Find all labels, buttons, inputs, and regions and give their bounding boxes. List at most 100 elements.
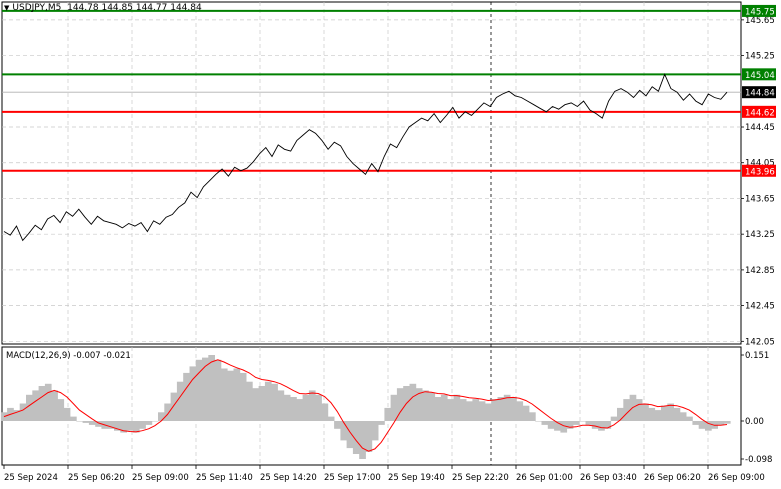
level-tag-box [742,4,776,17]
price-tick-label: 142.85 [745,266,775,276]
macd-bar [145,421,153,425]
time-tick-label: 26 Sep 06:20 [644,473,701,483]
macd-bar [547,421,555,429]
macd-bar [472,399,480,421]
macd-bar [151,421,159,422]
macd-bar [617,407,624,421]
macd-bar [723,421,731,424]
time-tick-label: 25 Sep 09:00 [132,473,189,483]
macd-bar [654,410,662,421]
macd-tick-label: 0.151 [745,351,769,361]
macd-bar [239,372,247,421]
macd-bar [384,407,392,421]
price-tick-label: 144.05 [745,159,775,169]
time-tick-label: 26 Sep 01:00 [516,473,573,483]
macd-bar [359,421,366,459]
time-tick-label: 25 Sep 11:40 [196,473,253,483]
macd-bar [365,421,373,452]
macd-bar [126,421,134,431]
time-tick-label: 25 Sep 14:20 [260,473,317,483]
macd-bar [692,421,700,425]
macd-bar [541,421,549,425]
low-value: 144.77 [135,3,168,13]
level-tag-box [742,105,776,118]
macd-bar [346,421,354,449]
macd-bar [440,394,448,421]
macd-bar [623,399,630,421]
macd-bar [604,421,612,429]
macd-bar [648,407,656,421]
macd-bar [258,386,266,421]
macd-bar [202,357,209,421]
macd-bar [491,399,498,421]
macd-tick-label: -0.098 [745,455,772,465]
macd-bar [573,421,580,425]
macd-bar [485,403,492,421]
macd-bar [428,392,436,421]
macd-bar [296,399,303,421]
macd-bar [698,421,706,429]
open-value: 144.78 [67,3,99,13]
macd-bar [195,359,203,421]
chart-menu-icon[interactable]: ▼ [4,4,10,12]
macd-bar [686,416,693,421]
macd-bar [57,399,65,421]
macd-bar [63,407,71,421]
macd-bar [189,366,197,421]
macd-bar [453,394,461,421]
macd-bar [32,390,39,421]
macd-bar [227,370,234,421]
macd-bar [82,421,90,423]
close-value: 144.84 [170,3,202,13]
price-pane[interactable] [1,1,742,345]
price-tick-label: 143.65 [745,194,775,204]
level-price-tags: 145.75 145.04 144.62 143.96 144.84 [742,4,776,177]
macd-bar [705,421,712,431]
macd-bar [529,412,536,421]
levels-layer [2,9,741,172]
time-tick-label: 25 Sep 17:00 [324,473,381,483]
macd-bar [114,421,121,431]
macd-bar [371,421,379,441]
macd-header: MACD(12,26,9) -0.007 -0.021 [6,351,131,361]
macd-bar [51,390,58,421]
macd-bar [264,381,272,421]
macd-bar [107,421,115,429]
macd-bar [422,390,429,421]
macd-bar [19,403,27,421]
price-line [3,73,728,242]
macd-bar [642,403,649,421]
macd-bar [252,388,259,421]
current-price-label: 144.84 [745,89,775,99]
macd-bar [667,403,674,421]
level-tag-label: 143.96 [745,167,775,177]
macd-bar [321,403,329,421]
macd-axis: 0.151 0.00 -0.098 [741,351,772,465]
macd-bar [352,421,360,454]
chart-header: ▼ USDJPY,M5 144.78 144.85 144.77 144.84 [4,3,202,13]
macd-bar [396,388,404,421]
macd-bar [510,397,517,421]
macd-bar [246,381,253,421]
macd-bar [283,394,291,421]
price-tick-label: 142.05 [745,337,775,347]
macd-bar [717,421,725,425]
macd-bar [76,421,83,422]
macd-bar [183,372,190,421]
macd-main-value: -0.007 [73,351,101,361]
macd-bar [95,421,102,427]
macd-bar [340,421,348,441]
macd-bar [673,407,681,421]
macd-bar [70,416,77,421]
macd-bar [334,421,341,429]
macd-bar [390,394,398,421]
macd-bar [327,416,335,421]
price-tick-label: 142.45 [745,302,775,312]
macd-bar [415,388,423,421]
macd-bar [233,368,241,421]
time-axis: 25 Sep 2024 25 Sep 06:20 25 Sep 09:00 25 Se… [3,465,765,483]
high-value: 144.85 [101,3,133,13]
macd-bar [158,412,165,421]
macd-bar [679,412,687,421]
